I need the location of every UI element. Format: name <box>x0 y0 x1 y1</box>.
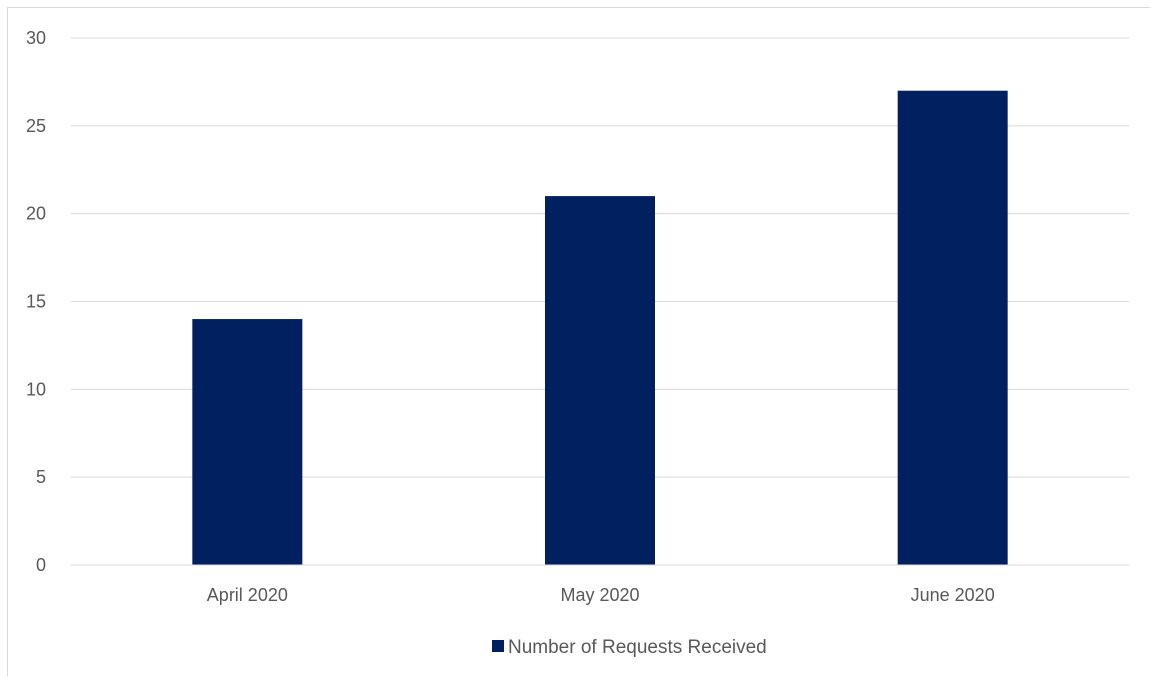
y-axis-tick-labels: 0 5 10 15 20 25 30 <box>26 28 46 575</box>
x-tick-label: April 2020 <box>207 585 288 605</box>
x-axis-tick-labels: April 2020 May 2020 June 2020 <box>207 585 995 605</box>
bar <box>897 90 1008 565</box>
legend-swatch <box>492 640 504 652</box>
y-tick-label: 25 <box>26 116 46 136</box>
y-tick-label: 0 <box>36 555 46 575</box>
legend-label: Number of Requests Received <box>508 637 767 658</box>
bars <box>192 90 1008 565</box>
bar <box>192 319 303 565</box>
y-tick-label: 5 <box>36 467 46 487</box>
y-tick-label: 10 <box>26 379 46 399</box>
x-tick-label: June 2020 <box>911 585 995 605</box>
x-tick-label: May 2020 <box>560 585 639 605</box>
y-tick-label: 15 <box>26 292 46 312</box>
bar <box>545 196 655 565</box>
y-tick-label: 20 <box>26 204 46 224</box>
y-tick-label: 30 <box>26 28 46 48</box>
legend: Number of Requests Received <box>492 637 767 658</box>
